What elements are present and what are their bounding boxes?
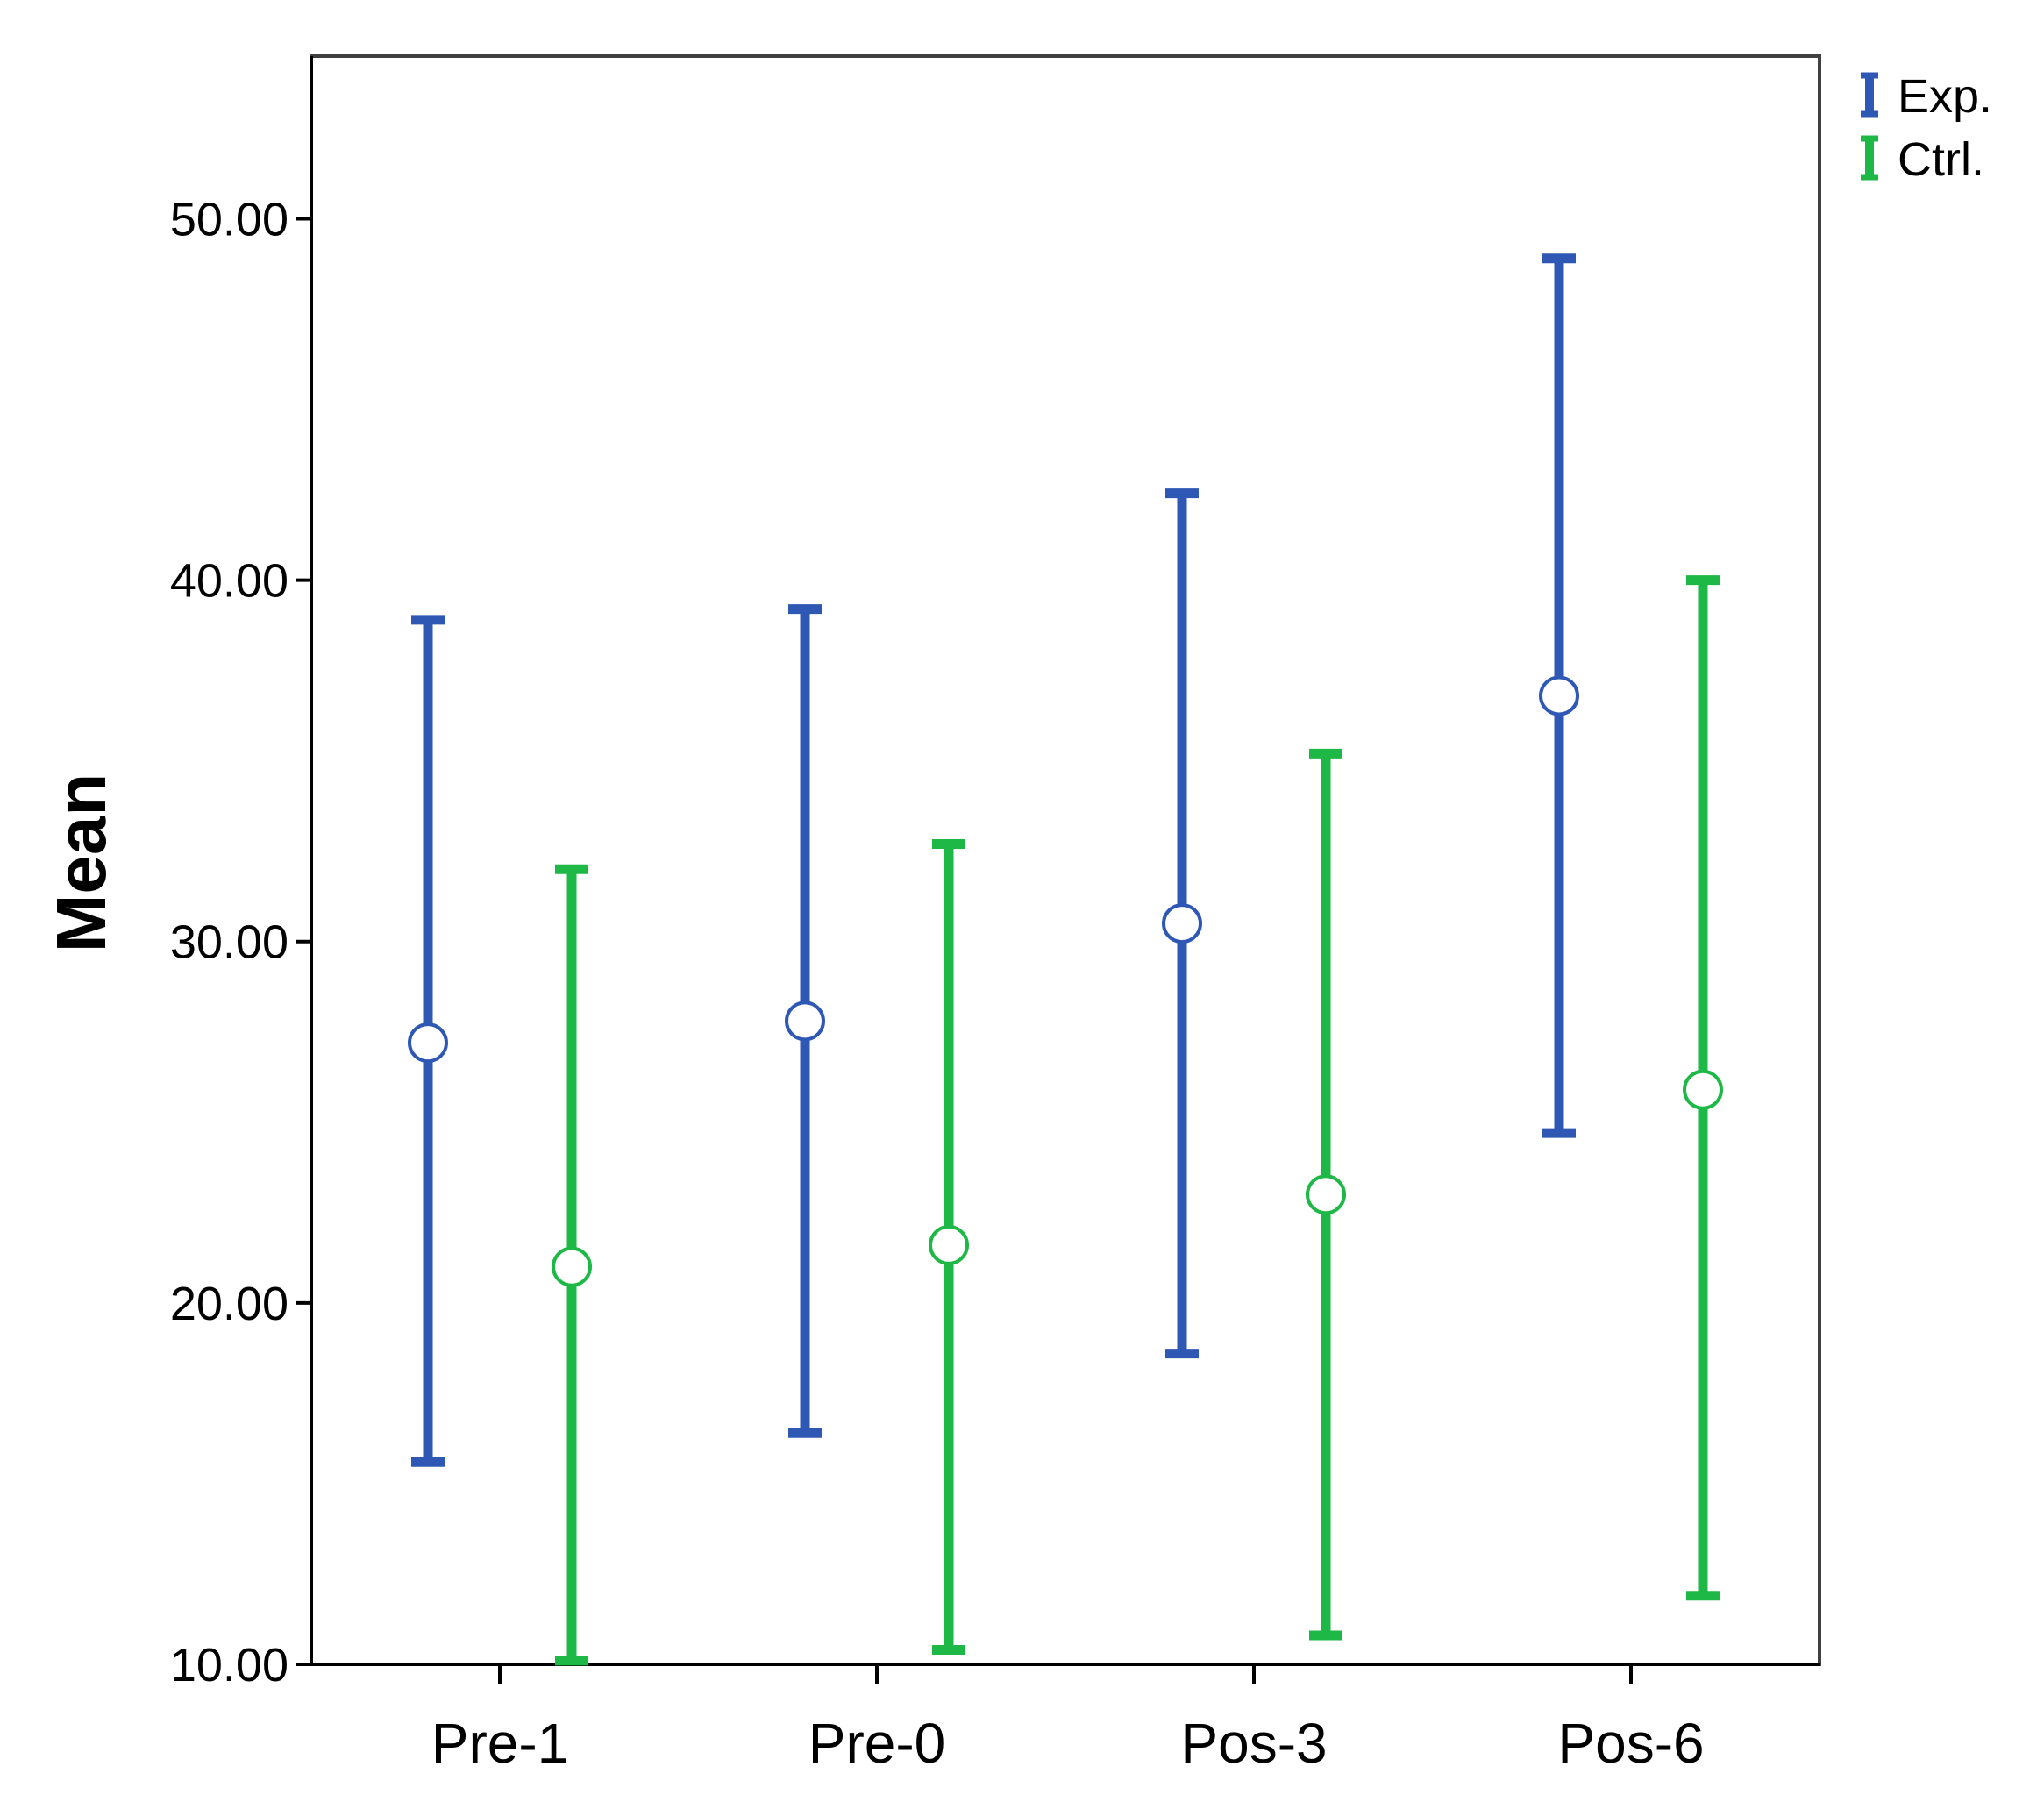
- y-tick-label: 10.00: [170, 1639, 288, 1692]
- mean-marker: [1306, 1174, 1346, 1215]
- mean-marker: [929, 1224, 969, 1265]
- legend-label: Exp.: [1898, 70, 1992, 123]
- legend-label: Ctrl.: [1898, 133, 1984, 186]
- y-tick-label: 20.00: [170, 1278, 288, 1330]
- x-axis-ticks: Pre-1 Pre-0 Pos-3 Pos-6: [431, 1664, 1705, 1775]
- x-tick-label: Pos-3: [1180, 1712, 1327, 1775]
- x-tick-label: Pos-6: [1557, 1712, 1704, 1775]
- x-tick-label: Pre-0: [808, 1712, 946, 1775]
- mean-marker: [408, 1022, 448, 1064]
- mean-marker: [1162, 903, 1202, 944]
- y-axis-ticks: 10.00 20.00 30.00 40.00 50.00: [170, 193, 311, 1692]
- plot-frame: [310, 54, 1821, 1666]
- mean-marker: [552, 1246, 592, 1287]
- error-bars: [408, 253, 1723, 1666]
- y-tick-label: 50.00: [170, 193, 288, 246]
- y-tick-label: 30.00: [170, 916, 288, 969]
- y-tick-label: 40.00: [170, 555, 288, 608]
- mean-marker: [1683, 1069, 1723, 1110]
- y-axis-label: Mean: [42, 773, 120, 953]
- x-tick-label: Pre-1: [431, 1712, 569, 1775]
- mean-marker: [1539, 675, 1579, 716]
- mean-marker: [785, 1001, 825, 1042]
- legend: Exp. Ctrl.: [1861, 70, 1992, 186]
